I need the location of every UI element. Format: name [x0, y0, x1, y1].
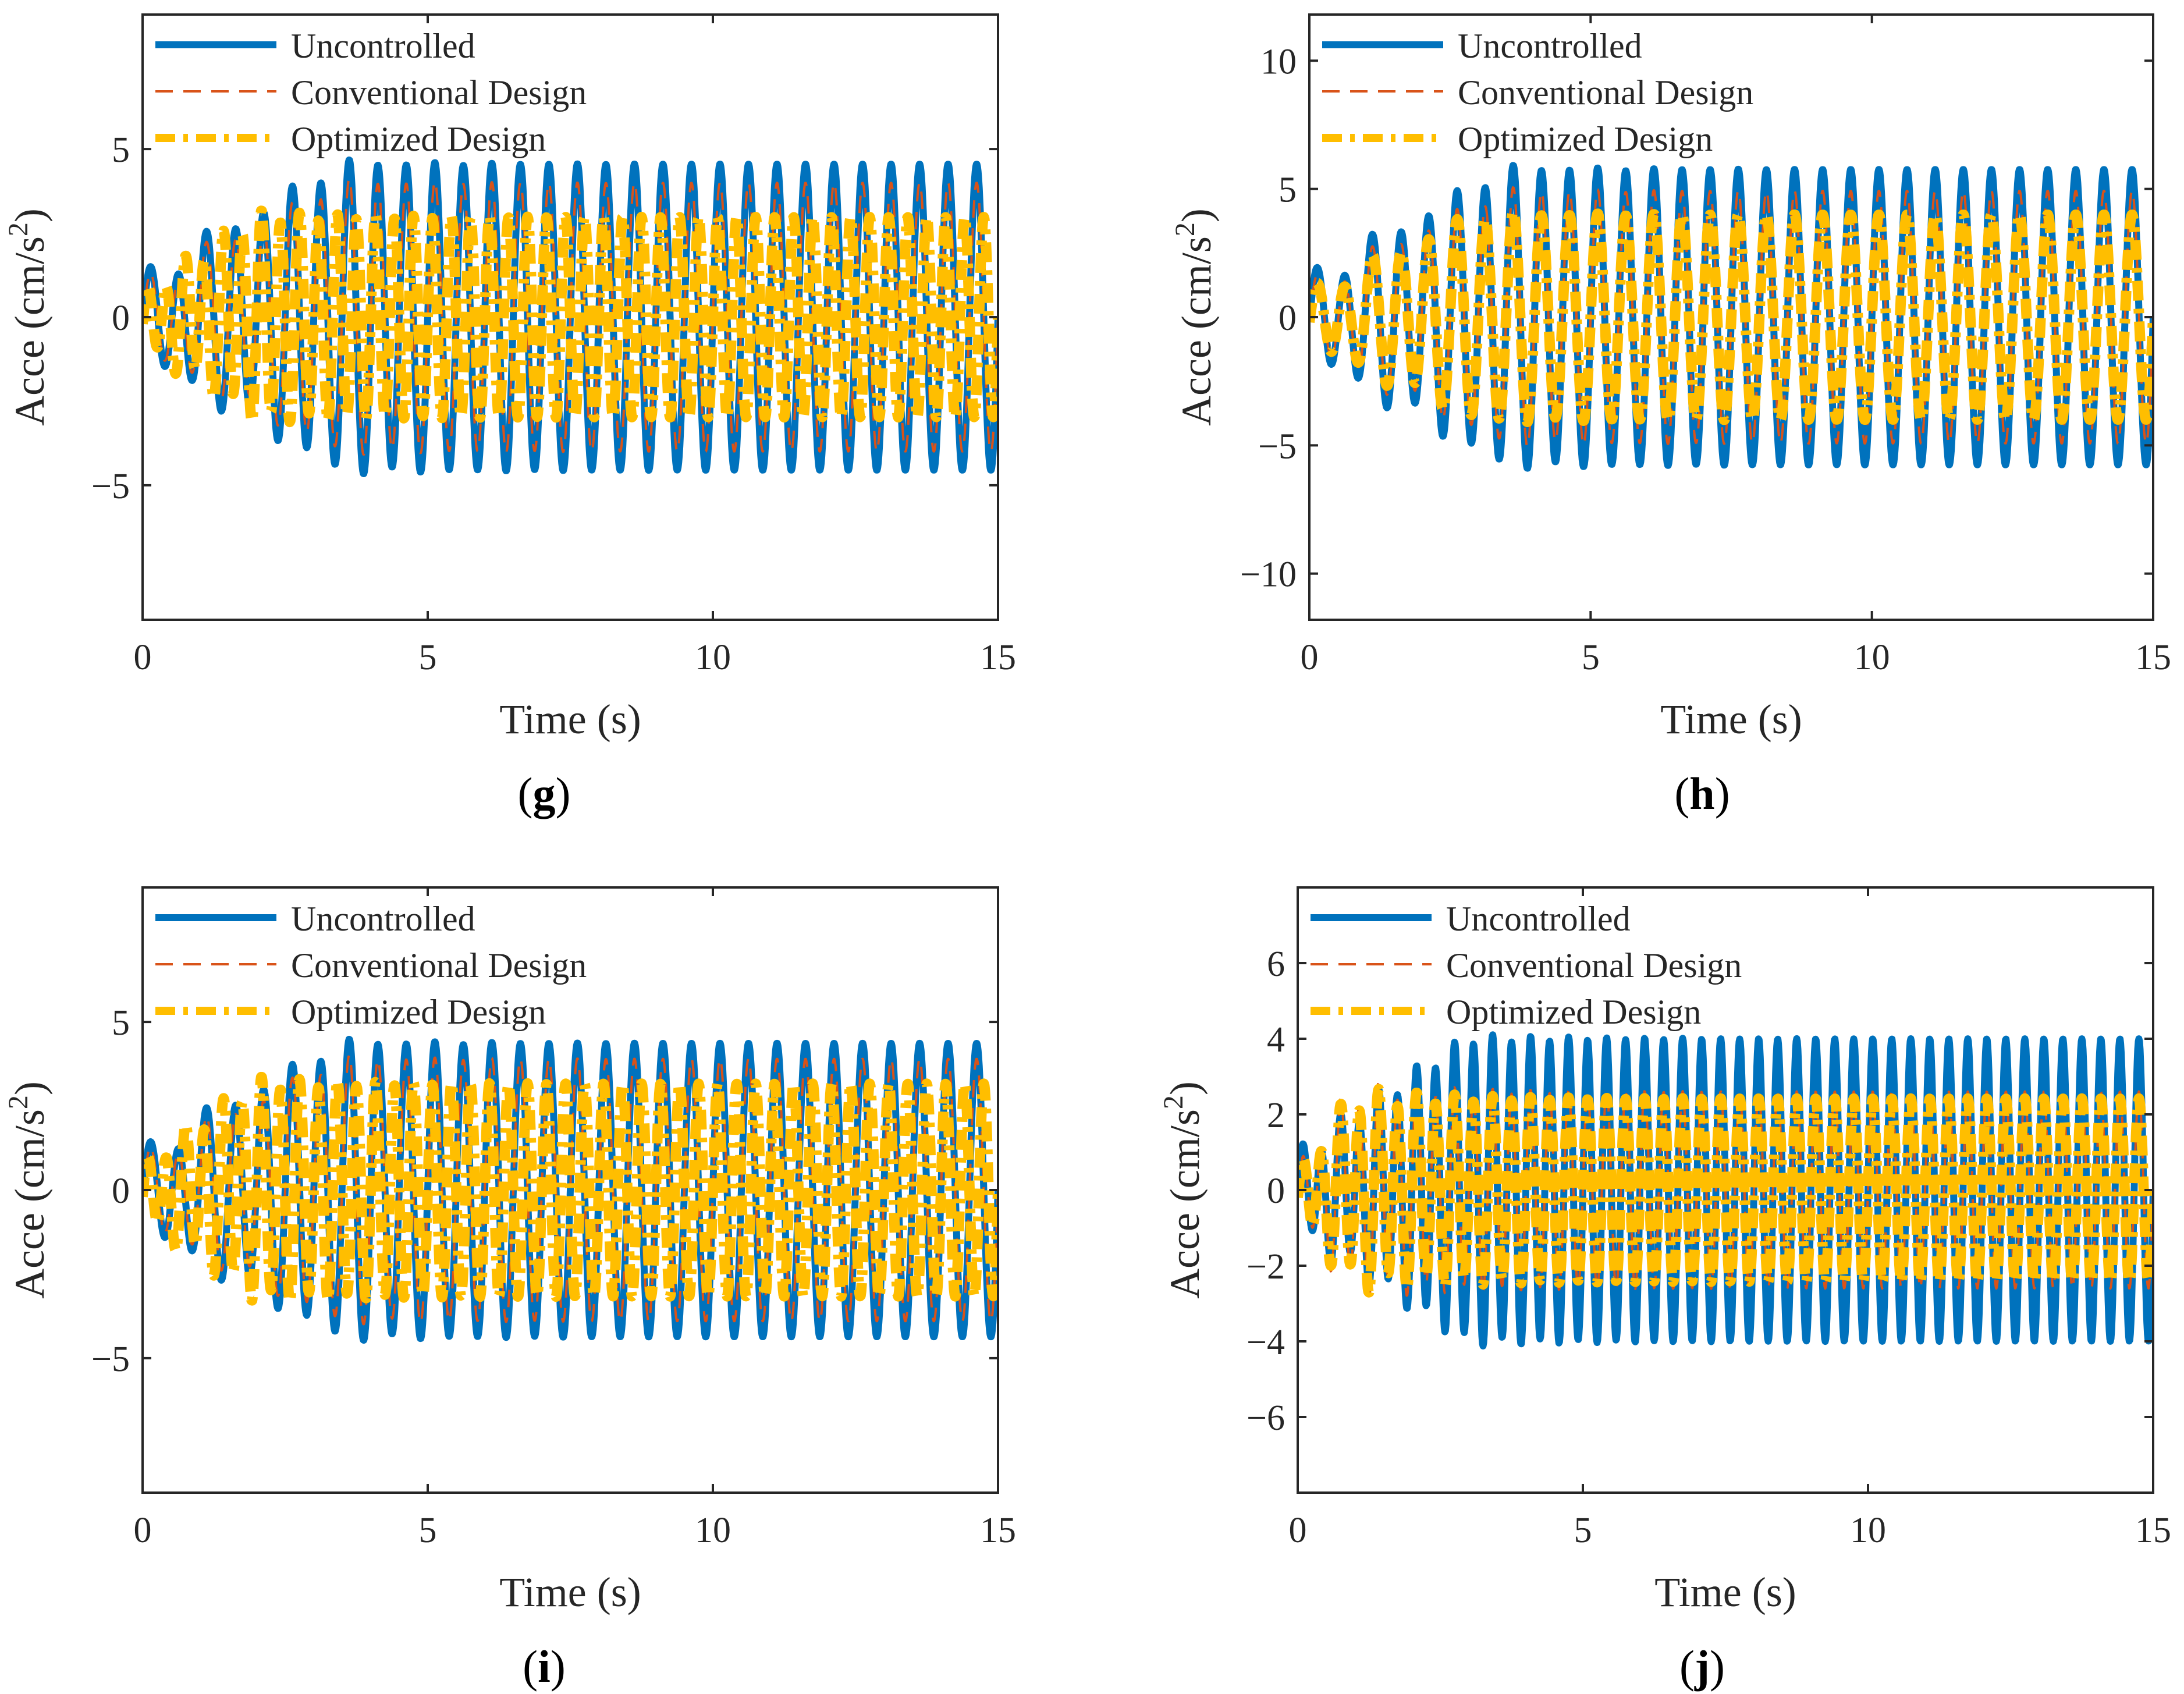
y-axis-label-main: Acce (cm/s [6, 236, 53, 426]
x-tick-label: 15 [980, 1511, 1016, 1550]
y-tick-label: 5 [1279, 171, 1297, 210]
panel-i: 0 5 10 15 −5 0 5 Time (s) Acce (cm/s2) Uncontroll… [3, 886, 1016, 1692]
y-axis-label-close: ) [6, 1081, 53, 1095]
legend-entry: Conventional Design [291, 946, 587, 985]
y-tick-label: −5 [91, 467, 130, 506]
legend-entry: Optimized Design [1446, 993, 1701, 1031]
y-tick-label: 5 [112, 130, 130, 170]
panel-caption-close: ) [1715, 768, 1730, 819]
panel-caption-open: ( [518, 768, 533, 819]
panel-caption-close: ) [1710, 1641, 1725, 1692]
x-tick-label: 0 [134, 1511, 152, 1550]
y-tick-label: 0 [1267, 1171, 1285, 1211]
y-tick-label: 6 [1267, 944, 1285, 984]
y-tick-label: −4 [1247, 1323, 1285, 1362]
legend-entry: Uncontrolled [1458, 27, 1642, 65]
legend-entry: Optimized Design [291, 993, 546, 1031]
legend-entry: Conventional Design [291, 73, 587, 112]
x-axis-label: Time (s) [499, 1569, 641, 1615]
y-axis-label: Acce (cm/s2) [1158, 1081, 1208, 1299]
y-axis-label-main: Acce (cm/s [1173, 236, 1220, 426]
y-axis-label-superscript: 2 [3, 222, 34, 236]
y-axis-label-close: ) [1173, 208, 1220, 222]
y-axis-label-close: ) [6, 208, 53, 222]
x-tick-label: 5 [1582, 638, 1600, 677]
panel-caption-letter: i [538, 1641, 551, 1692]
y-axis-label-superscript: 2 [3, 1095, 34, 1109]
y-tick-label: 2 [1267, 1096, 1285, 1135]
x-tick-label: 0 [1301, 638, 1319, 677]
panel-caption-letter: g [533, 768, 556, 819]
y-axis-label: Acce (cm/s2) [3, 208, 53, 426]
panel-caption: (h) [1674, 768, 1730, 819]
y-tick-label: 0 [112, 1171, 130, 1211]
panel-g: 0 5 10 15 −5 0 5 Time (s) Acce (cm/s2) Uncontroll… [3, 13, 1016, 819]
y-tick-label: 10 [1260, 42, 1297, 81]
y-axis-label-close: ) [1162, 1081, 1208, 1095]
legend-entry: Conventional Design [1458, 73, 1753, 112]
panel-caption-open: ( [1674, 768, 1689, 819]
series-group [1309, 162, 2153, 472]
series-line-optimized-design [143, 1071, 998, 1307]
panel-caption: (i) [523, 1641, 566, 1692]
series-line-optimized-design [1298, 1084, 2153, 1298]
series-line-conventional-design [143, 1054, 998, 1326]
legend-entry: Conventional Design [1446, 946, 1742, 985]
panel-caption: (j) [1679, 1641, 1725, 1692]
legend-entry: Uncontrolled [291, 27, 475, 65]
y-tick-label: 0 [112, 299, 130, 338]
series-group [143, 1035, 998, 1344]
legend-entry: Optimized Design [291, 120, 546, 158]
legend-entry: Uncontrolled [1446, 900, 1631, 938]
panel-caption-close: ) [556, 768, 571, 819]
y-tick-label: 4 [1267, 1020, 1285, 1060]
y-axis-label: Acce (cm/s2) [1170, 208, 1220, 426]
y-axis-label-main: Acce (cm/s [6, 1109, 53, 1299]
panel-caption-letter: h [1689, 768, 1714, 819]
y-tick-label: −5 [1258, 427, 1297, 466]
panel-caption-open: ( [1679, 1641, 1695, 1692]
y-axis-label: Acce (cm/s2) [3, 1081, 53, 1299]
y-axis-label-superscript: 2 [1170, 222, 1201, 236]
panel-caption-open: ( [523, 1641, 538, 1692]
x-tick-label: 15 [2135, 1511, 2171, 1550]
panel-caption-letter: j [1694, 1641, 1710, 1692]
x-axis-label: Time (s) [1654, 1569, 1796, 1615]
x-axis-label: Time (s) [1660, 696, 1802, 743]
x-tick-label: 0 [1289, 1511, 1307, 1550]
x-tick-label: 5 [419, 1511, 437, 1550]
x-tick-label: 15 [980, 638, 1016, 677]
x-tick-label: 10 [695, 638, 731, 677]
legend-entry: Uncontrolled [291, 900, 475, 938]
x-tick-label: 10 [1854, 638, 1890, 677]
series-line-optimized-design [1309, 207, 2153, 427]
panel-h: 0 5 10 15 −10 −5 0 5 10 Time (s) Acce (cm/s2) Uncon… [1170, 13, 2171, 819]
y-tick-label: −2 [1247, 1247, 1285, 1287]
panel-caption: (g) [518, 768, 571, 819]
y-tick-label: −6 [1247, 1398, 1285, 1438]
x-tick-label: 10 [695, 1511, 731, 1550]
y-tick-label: −5 [91, 1340, 130, 1379]
y-tick-label: 0 [1279, 299, 1297, 338]
panel-caption-close: ) [551, 1641, 566, 1692]
x-axis-label: Time (s) [499, 696, 641, 743]
x-tick-label: 0 [134, 638, 152, 677]
x-tick-label: 15 [2135, 638, 2171, 677]
y-axis-label-superscript: 2 [1158, 1095, 1189, 1109]
x-tick-label: 5 [419, 638, 437, 677]
series-group [1298, 1031, 2153, 1349]
legend-entry: Optimized Design [1458, 120, 1713, 158]
series-line-optimized-design [143, 205, 998, 428]
y-tick-label: 5 [112, 1003, 130, 1043]
series-group [143, 156, 998, 477]
y-tick-label: −10 [1240, 555, 1297, 595]
x-tick-label: 10 [1850, 1511, 1886, 1550]
y-axis-label-main: Acce (cm/s [1162, 1109, 1208, 1299]
x-tick-label: 5 [1574, 1511, 1592, 1550]
